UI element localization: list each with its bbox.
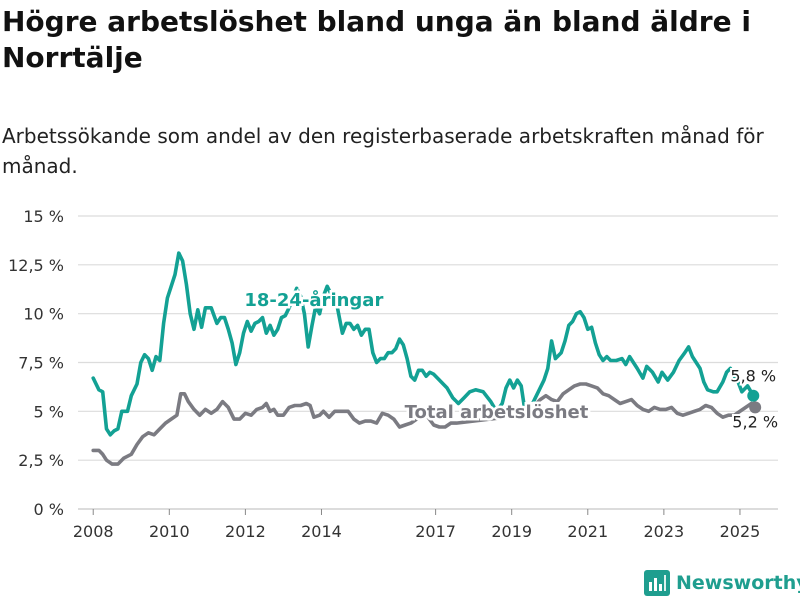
series-name-label: Total arbetslöshet <box>405 402 589 423</box>
y-tick-label: 5 % <box>34 402 64 421</box>
page-title: Högre arbetslöshet bland unga än bland ä… <box>2 5 751 74</box>
logo-text: Newsworthy <box>676 572 800 594</box>
series-name-label: 18-24-åringar <box>244 289 383 311</box>
x-tick-label: 2008 <box>73 522 114 541</box>
series-end-label: 5,8 % <box>730 367 776 386</box>
x-tick-label: 2010 <box>149 522 190 541</box>
page-subtitle: Arbetssökande som andel av den registerb… <box>2 124 764 178</box>
x-tick-label: 2019 <box>491 522 532 541</box>
y-axis-ticks: 0 % 2,5 % 5 % 7,5 % 10 % 12,5 % 15 % <box>8 207 64 519</box>
x-tick-label: 2023 <box>644 522 685 541</box>
x-tick-label: 2021 <box>567 522 608 541</box>
series-end-point-0 <box>747 389 760 402</box>
x-tick-label: 2017 <box>415 522 456 541</box>
series-lines <box>91 251 762 466</box>
series-labels: 5,8 % 18-24-åringar 5,2 % Total arbetslöshe… <box>242 286 780 433</box>
x-tick-label: 2012 <box>225 522 266 541</box>
y-tick-label: 10 % <box>23 305 64 324</box>
y-tick-label: 0 % <box>34 500 64 519</box>
series-line-1 <box>91 382 757 466</box>
x-tick-label: 2014 <box>301 522 342 541</box>
series-end-label: 5,2 % <box>732 412 778 431</box>
y-tick-label: 2,5 % <box>18 451 64 470</box>
grid-lines <box>78 215 778 510</box>
bar-chart-logo-icon <box>644 570 670 596</box>
series-line-0 <box>91 251 756 437</box>
newsworthy-logo: Newsworthy <box>644 570 800 596</box>
x-axis-ticks: 2008 2010 2012 2014 2017 2019 2021 2023 2025 <box>73 509 760 541</box>
x-tick-label: 2025 <box>720 522 761 541</box>
y-tick-label: 7,5 % <box>18 354 64 373</box>
y-tick-label: 12,5 % <box>8 256 64 275</box>
y-tick-label: 15 % <box>23 207 64 226</box>
series-end-point-1 <box>749 401 762 414</box>
